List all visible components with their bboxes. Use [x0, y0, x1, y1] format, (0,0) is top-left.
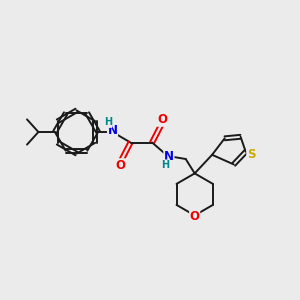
- Text: H: H: [160, 160, 169, 170]
- Text: O: O: [157, 113, 167, 126]
- Text: H: H: [103, 117, 112, 128]
- Text: N: N: [107, 124, 118, 137]
- Text: N: N: [164, 149, 174, 163]
- Text: S: S: [247, 148, 255, 161]
- Text: O: O: [190, 210, 200, 223]
- Text: O: O: [115, 159, 125, 172]
